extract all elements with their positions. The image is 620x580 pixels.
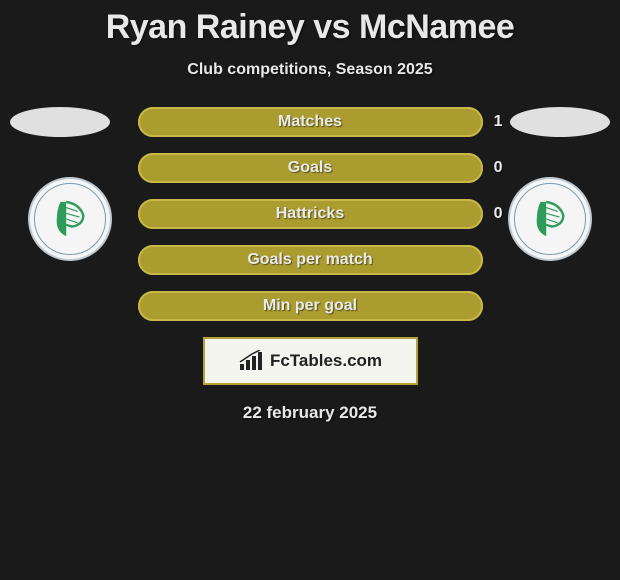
club-badge-left	[28, 177, 112, 261]
club-badge-right	[508, 177, 592, 261]
stat-value-right: 0	[494, 159, 503, 177]
stat-value-right: 0	[494, 205, 503, 223]
chart-icon	[238, 350, 264, 372]
player-right-avatar	[510, 107, 610, 137]
comparison-area: Matches1Goals0Hattricks0Goals per matchM…	[0, 107, 620, 423]
stat-row: Hattricks0	[138, 199, 483, 229]
stat-label: Matches	[278, 113, 342, 131]
player-left-avatar	[10, 107, 110, 137]
date-text: 22 february 2025	[0, 403, 620, 423]
stat-row: Matches1	[138, 107, 483, 137]
stat-value-right: 1	[494, 113, 503, 131]
stat-label: Min per goal	[263, 297, 357, 315]
stat-label: Goals	[288, 159, 332, 177]
stat-left-half	[138, 153, 311, 183]
stat-row: Min per goal	[138, 291, 483, 321]
stat-label: Goals per match	[247, 251, 372, 269]
badge-ring	[514, 183, 586, 255]
stat-row: Goals per match	[138, 245, 483, 275]
brand-text: FcTables.com	[270, 351, 382, 371]
subtitle: Club competitions, Season 2025	[0, 61, 620, 79]
badge-ring	[34, 183, 106, 255]
stats-rows: Matches1 Goals0 Hattricks0 Goals per match M…	[138, 107, 483, 321]
stat-right-half	[310, 153, 483, 183]
brand-box: FcTables.com	[203, 337, 418, 385]
stat-label: Hattricks	[276, 205, 344, 223]
stat-row: Goals0	[138, 153, 483, 183]
page-title: Ryan Rainey vs McNamee	[0, 0, 620, 47]
